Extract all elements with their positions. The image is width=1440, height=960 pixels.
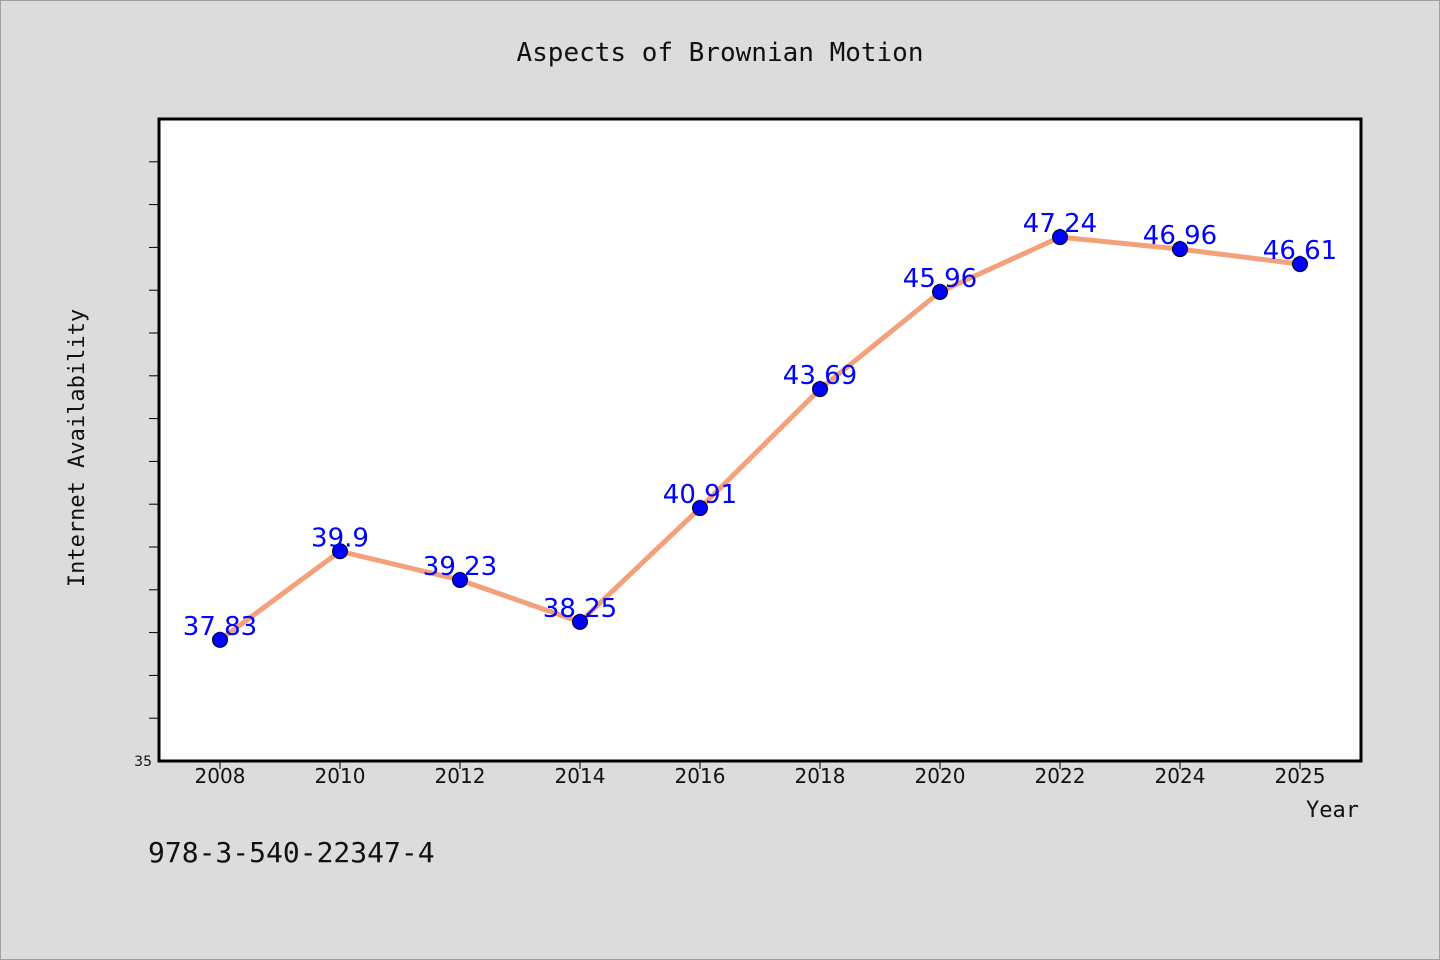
y-tick-label: 35 [134,754,152,770]
data-label: 39.9 [311,523,369,553]
x-axis-ticks [219,761,1301,769]
data-point [692,500,708,517]
data-label: 43.69 [783,361,857,391]
x-tick-label: 2020 [915,764,966,788]
x-tick-labels: 2008 2010 2012 2014 2016 2018 2020 2022 2024 2025 [195,764,1326,788]
x-tick-label: 2014 [555,764,606,788]
x-tick-label: 2024 [1155,764,1206,788]
x-tick-label: 2025 [1275,764,1326,788]
data-label: 40.91 [663,480,737,510]
data-label: 47.24 [1023,209,1097,239]
data-point [812,381,828,398]
data-label: 45.96 [903,264,977,294]
data-label: 46.96 [1143,221,1217,251]
y-axis-title: Internet Availability [65,309,90,587]
data-label: 38.25 [543,594,617,624]
data-label: 39.23 [423,552,497,582]
x-tick-label: 2022 [1035,764,1086,788]
data-point [212,631,228,648]
data-point [1172,241,1188,258]
x-tick-label: 2008 [195,764,246,788]
x-tick-label: 2012 [435,764,486,788]
series-line [218,234,1301,642]
data-label: 37.83 [183,612,257,642]
x-tick-label: 2010 [315,764,366,788]
isbn-caption: 978-3-540-22347-4 [148,836,435,869]
x-tick-label: 2018 [795,764,846,788]
data-point [572,613,588,630]
x-axis-title: Year [1306,798,1359,823]
data-point [452,571,468,588]
y-axis-ticks [149,161,159,719]
data-label: 46.61 [1263,236,1337,266]
data-point [1052,229,1068,246]
series-markers [212,229,1308,648]
data-point [932,283,948,300]
x-tick-label: 2016 [675,764,726,788]
data-labels: 37.83 39.9 39.23 38.25 40.91 43.69 45.96 47.24 4… [183,209,1337,642]
data-point [332,543,348,560]
data-point [1292,256,1308,273]
chart-title: Aspects of Brownian Motion [517,38,924,68]
plot-area [157,117,1363,763]
